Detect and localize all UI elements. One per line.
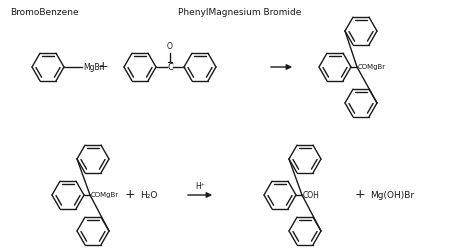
- Text: C: C: [167, 62, 173, 71]
- Text: COH: COH: [303, 190, 320, 199]
- Text: Mg(OH)Br: Mg(OH)Br: [370, 190, 414, 199]
- Text: +: +: [98, 61, 109, 73]
- Text: H₂O: H₂O: [140, 190, 157, 199]
- Text: O: O: [167, 42, 173, 51]
- Text: +: +: [355, 188, 365, 201]
- Text: PhenylMagnesium Bromide: PhenylMagnesium Bromide: [178, 8, 301, 17]
- Text: COMgBr: COMgBr: [358, 64, 386, 70]
- Text: COMgBr: COMgBr: [91, 192, 119, 198]
- Text: MgBr: MgBr: [83, 62, 103, 71]
- Text: +: +: [125, 188, 135, 201]
- Text: BromoBenzene: BromoBenzene: [10, 8, 79, 17]
- Text: H⁺: H⁺: [195, 182, 205, 191]
